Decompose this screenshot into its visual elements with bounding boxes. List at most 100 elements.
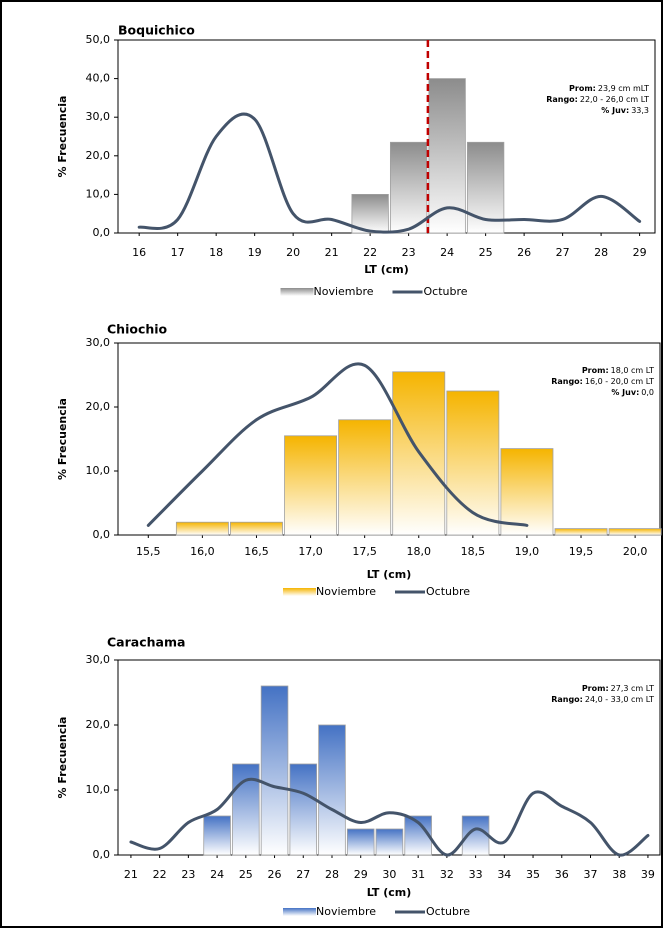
bar <box>232 763 260 856</box>
x-tick-label: 19 <box>248 246 262 259</box>
annotation: Prom: 23,9 cm mLT Rango: 22,0 - 26,0 cm LT%… <box>546 84 649 115</box>
x-tick-label: 35 <box>526 868 540 881</box>
x-axis-title: LT (cm) <box>367 568 412 581</box>
bar <box>284 435 338 536</box>
annotation-text: 18,0 cm LT <box>611 366 654 375</box>
legend-swatch <box>283 588 316 596</box>
legend-swatch <box>280 288 314 296</box>
y-tick-label: 20,0 <box>86 400 111 413</box>
x-tick-label: 23 <box>181 868 195 881</box>
y-tick-label: 0,0 <box>93 226 111 239</box>
y-tick-label: 20,0 <box>86 149 111 162</box>
annotation-text: 23,9 cm mLT <box>598 84 649 93</box>
bar <box>338 419 392 536</box>
chart-title: Boquichico <box>118 23 195 38</box>
y-tick-label: 10,0 <box>86 464 111 477</box>
y-tick-label: 20,0 <box>86 718 111 731</box>
y-tick-label: 0,0 <box>93 848 111 861</box>
chart-title: Carachama <box>107 635 185 650</box>
legend-label: Octubre <box>426 905 470 918</box>
y-tick-label: 40,0 <box>86 72 111 85</box>
x-tick-label: 39 <box>641 868 655 881</box>
x-tick-label: 18,0 <box>407 545 432 558</box>
y-tick-label: 50,0 <box>86 33 111 46</box>
x-tick-label: 26 <box>268 868 282 881</box>
bar <box>289 763 318 856</box>
legend-label: Noviembre <box>314 285 374 298</box>
annotation-text: 33,3 <box>631 106 649 115</box>
y-tick-label: 30,0 <box>86 336 111 349</box>
x-tick-label: 36 <box>555 868 569 881</box>
annotation-line: Prom: 18,0 cm LT <box>582 366 654 375</box>
annotation-label: % Juv: <box>601 106 629 115</box>
x-tick-label: 28 <box>325 868 339 881</box>
chart: Chiochio % Frecuencia LT (cm) 0,0 10,0 20,0 30… <box>56 322 662 598</box>
annotation-line: Prom: 23,9 cm mLT <box>569 84 649 93</box>
bar <box>230 521 283 536</box>
x-tick-label: 27 <box>296 868 310 881</box>
chart: Carachama % Frecuencia LT (cm) 0,0 10,0 20,0 3… <box>56 635 661 918</box>
bar <box>318 724 346 856</box>
bar <box>203 815 231 856</box>
x-tick-label: 26 <box>517 246 531 259</box>
y-tick-label: 30,0 <box>86 653 111 666</box>
x-tick-label: 32 <box>440 868 454 881</box>
bar <box>608 528 662 536</box>
x-tick-label: 20 <box>286 246 300 259</box>
annotation-label: Rango: <box>551 377 583 386</box>
chart: Boquichico % Frecuencia LT (cm) 0,0 10,0 20,0… <box>56 23 656 298</box>
annotation-text: 22,0 - 26,0 cm LT <box>580 95 649 104</box>
annotation-label: % Juv: <box>611 388 639 397</box>
x-tick-label: 22 <box>153 868 167 881</box>
x-tick-label: 20,0 <box>623 545 648 558</box>
bar <box>346 828 375 856</box>
annotation-line: Rango: 16,0 - 20,0 cm LT <box>551 377 654 386</box>
y-axis-title: % Frecuencia <box>56 717 69 799</box>
line <box>137 112 642 234</box>
x-tick-label: 17,5 <box>352 545 377 558</box>
y-tick-label: 0,0 <box>93 528 111 541</box>
chart-title: Chiochio <box>107 322 168 337</box>
y-axis-title: % Frecuencia <box>56 96 69 178</box>
annotation: Prom: 27,3 cm LT Rango: 24,0 - 33,0 cm LT <box>551 684 654 704</box>
x-tick-label: 25 <box>239 868 253 881</box>
annotation-line: % Juv: 0,0 <box>611 388 654 397</box>
x-tick-label: 16 <box>132 246 146 259</box>
bar <box>375 828 404 856</box>
bar <box>500 448 554 536</box>
x-tick-label: 17 <box>171 246 185 259</box>
x-tick-label: 34 <box>497 868 511 881</box>
x-tick-label: 16,5 <box>244 545 269 558</box>
bar <box>175 521 229 536</box>
y-tick-label: 30,0 <box>86 110 111 123</box>
annotation-line: % Juv: 33,3 <box>601 106 649 115</box>
annotation-line: Rango: 22,0 - 26,0 cm LT <box>546 95 649 104</box>
annotation-text: 24,0 - 33,0 cm LT <box>585 695 654 704</box>
x-tick-label: 23 <box>402 246 416 259</box>
x-tick-label: 18,5 <box>461 545 486 558</box>
x-tick-label: 19,0 <box>515 545 540 558</box>
x-tick-label: 19,5 <box>569 545 594 558</box>
annotation-label: Prom: <box>582 366 609 375</box>
annotation-text: 0,0 <box>641 388 654 397</box>
x-tick-label: 24 <box>210 868 224 881</box>
y-tick-label: 10,0 <box>86 187 111 200</box>
annotation-text: 16,0 - 20,0 cm LT <box>585 377 654 386</box>
x-axis-title: LT (cm) <box>364 263 409 276</box>
x-tick-label: 18 <box>209 246 223 259</box>
x-tick-label: 27 <box>556 246 570 259</box>
bar <box>389 141 428 234</box>
y-tick-label: 10,0 <box>86 783 111 796</box>
x-tick-label: 38 <box>612 868 626 881</box>
x-tick-label: 37 <box>583 868 597 881</box>
plot-area <box>117 659 661 856</box>
x-tick-label: 21 <box>325 246 339 259</box>
annotation-label: Rango: <box>551 695 583 704</box>
legend-label: Octubre <box>424 285 468 298</box>
annotation-text: 27,3 cm LT <box>611 684 654 693</box>
x-tick-label: 17,0 <box>298 545 323 558</box>
annotation-line: Prom: 27,3 cm LT <box>582 684 654 693</box>
x-tick-label: 30 <box>382 868 396 881</box>
x-tick-label: 29 <box>354 868 368 881</box>
x-tick-label: 22 <box>363 246 377 259</box>
